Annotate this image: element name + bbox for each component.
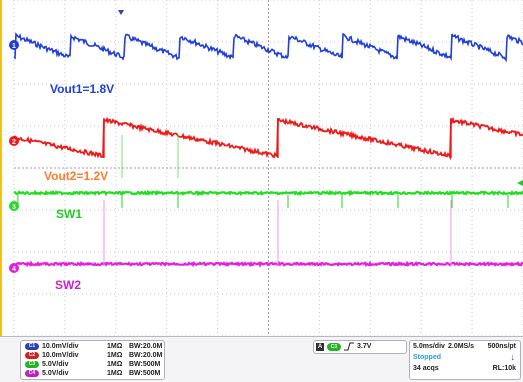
arrow-down-icon: ↓: [510, 352, 516, 362]
coupling: 1MΩ: [107, 361, 123, 368]
rising-edge-icon: [344, 342, 354, 351]
trigger-level-marker: [517, 180, 523, 186]
ch1-waveform-label: Vout1=1.8V: [50, 82, 115, 96]
ch1-marker-label: 1: [12, 43, 16, 50]
channel-row-c2[interactable]: C2 10.0mV/div 1MΩ BW:20.0M: [25, 351, 163, 360]
ch3-waveform-label: SW1: [56, 207, 83, 221]
sample-rate: 2.0MS/s: [448, 343, 475, 350]
channel-badge: C2: [25, 352, 39, 359]
channel-row-c4[interactable]: C4 5.0V/div 1MΩ BW:500M: [25, 369, 163, 378]
ch1-waveform: [13, 32, 523, 63]
waveform-graticule: 1 2 3 4: [0, 0, 523, 336]
display-border: [0, 0, 2, 336]
channel-row-c1[interactable]: C1 10.0mV/div 1MΩ BW:20.0M: [25, 342, 163, 351]
trigger-level: 3.7V: [357, 343, 372, 350]
trigger-position-marker: [118, 10, 124, 15]
vertical-scale: 5.0V/div: [42, 370, 69, 377]
channel-settings-panel[interactable]: C1 10.0mV/div 1MΩ BW:20.0M C2 10.0mV/div…: [20, 340, 165, 380]
waveform-display[interactable]: 1 2 3 4 Vout1=1.8V Vout2=1.2V SW1 SW2: [0, 0, 523, 336]
channel-badge: C1: [25, 343, 39, 350]
ch2-waveform-label: Vout2=1.2V: [44, 169, 109, 183]
record-length: RL:10k: [492, 365, 516, 372]
timebase: 5.0ms/div: [413, 343, 445, 350]
coupling: 1MΩ: [107, 370, 123, 377]
record-resolution: 500ns/pt: [487, 343, 516, 350]
ch4-marker-label: 4: [12, 266, 16, 273]
acquisition-panel[interactable]: 5.0ms/div 2.0MS/s 500ns/pt Stopped ↓ 34 …: [409, 340, 521, 380]
ch4-waveform-label: SW2: [55, 278, 82, 292]
coupling: 1MΩ: [107, 352, 123, 359]
bandwidth: BW:20.0M: [129, 352, 163, 359]
acquisition-state: Stopped: [413, 354, 441, 361]
ch3-waveform: [13, 189, 523, 197]
bandwidth: BW:20.0M: [129, 343, 163, 350]
ch1-marker: [9, 40, 19, 50]
bandwidth: BW:500M: [129, 361, 161, 368]
ch3-marker: [9, 201, 19, 211]
channel-badge: C3: [25, 361, 39, 368]
ch4-marker: [9, 263, 19, 273]
ch2-marker-label: 2: [12, 139, 16, 146]
coupling: 1MΩ: [107, 343, 123, 350]
trigger-settings-panel[interactable]: A C3 3.7V: [313, 340, 407, 354]
ch2-waveform: [13, 116, 523, 161]
status-bar: C1 10.0mV/div 1MΩ BW:20.0M C2 10.0mV/div…: [0, 336, 523, 382]
acquisition-count: 34 acqs: [413, 365, 439, 372]
vertical-scale: 10.0mV/div: [42, 352, 79, 359]
trigger-mode-badge: A: [316, 343, 324, 351]
trigger-source-badge: C3: [327, 343, 341, 351]
channel-row-c3[interactable]: C3 5.0V/div 1MΩ BW:500M: [25, 360, 163, 369]
ch3-marker-label: 3: [12, 204, 16, 211]
channel-badge: C4: [25, 370, 39, 377]
bandwidth: BW:500M: [129, 370, 161, 377]
ch2-marker: [9, 136, 19, 146]
vertical-scale: 5.0V/div: [42, 361, 69, 368]
ch4-waveform: [13, 260, 523, 268]
vertical-scale: 10.0mV/div: [42, 343, 79, 350]
